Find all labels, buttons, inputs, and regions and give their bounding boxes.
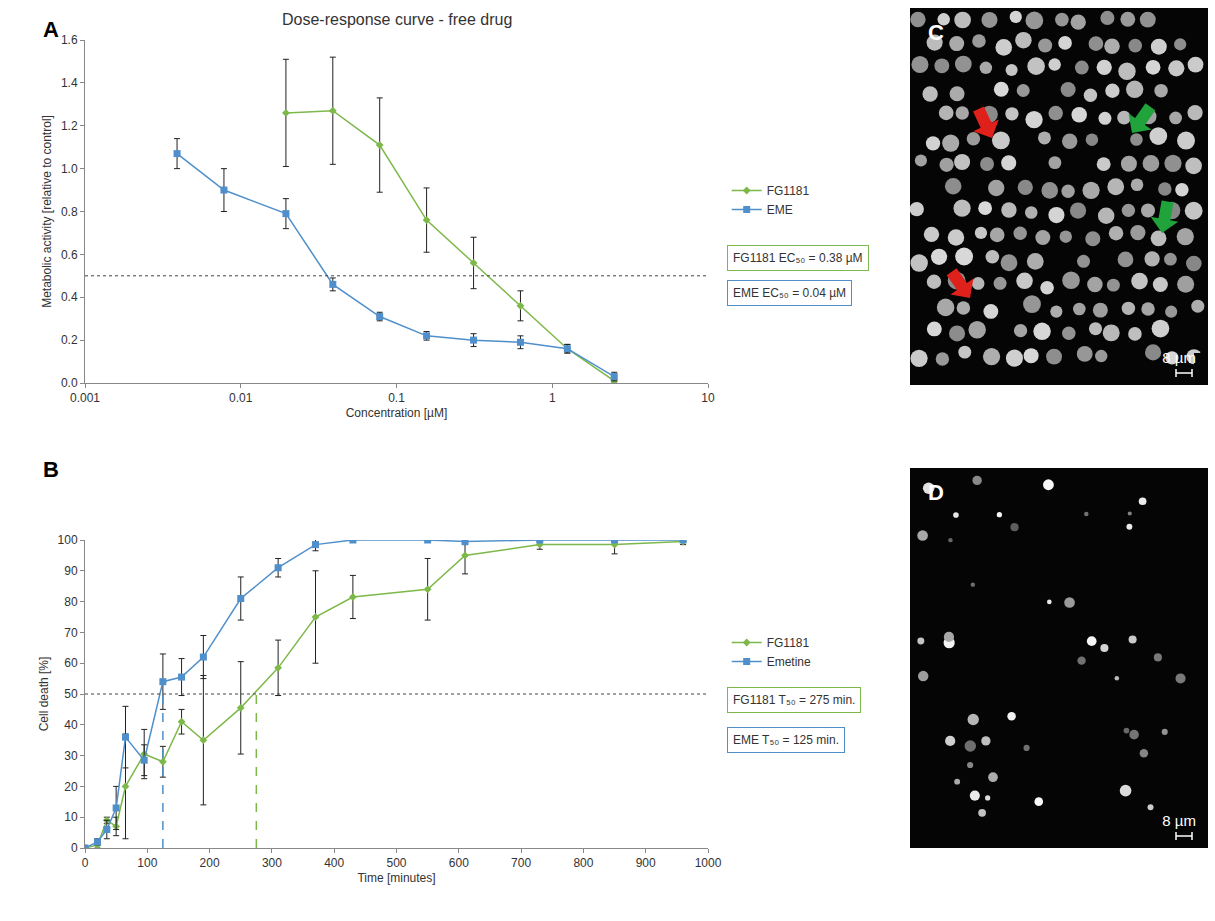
- svg-text:20: 20: [64, 780, 78, 794]
- svg-text:FG1181: FG1181: [767, 636, 810, 650]
- svg-text:70: 70: [64, 626, 78, 640]
- svg-text:0: 0: [71, 841, 78, 855]
- svg-text:200: 200: [200, 856, 220, 870]
- svg-text:EME T₅₀ = 125 min.: EME T₅₀ = 125 min.: [733, 733, 839, 747]
- svg-text:0.001: 0.001: [70, 391, 100, 405]
- svg-text:FG1181: FG1181: [767, 184, 810, 198]
- svg-text:Cell death [%]: Cell death [%]: [37, 657, 51, 732]
- svg-text:400: 400: [324, 856, 344, 870]
- svg-text:EME: EME: [767, 203, 793, 217]
- svg-text:0.6: 0.6: [61, 248, 78, 262]
- svg-text:40: 40: [64, 718, 78, 732]
- svg-text:EME EC₅₀ = 0.04 µM: EME EC₅₀ = 0.04 µM: [733, 286, 846, 300]
- svg-text:Concentration [µM]: Concentration [µM]: [346, 406, 448, 420]
- svg-text:0.4: 0.4: [61, 290, 78, 304]
- svg-text:FG1181 EC₅₀ = 0.38 µM: FG1181 EC₅₀ = 0.38 µM: [733, 251, 863, 265]
- svg-text:0.01: 0.01: [229, 391, 253, 405]
- svg-text:C: C: [928, 20, 944, 45]
- svg-text:0.1: 0.1: [388, 391, 405, 405]
- svg-text:1: 1: [549, 391, 556, 405]
- svg-text:A: A: [43, 17, 59, 42]
- svg-text:0: 0: [82, 856, 89, 870]
- svg-text:500: 500: [386, 856, 406, 870]
- svg-text:900: 900: [636, 856, 656, 870]
- svg-text:50: 50: [64, 687, 78, 701]
- svg-text:Metabolic activity [relative t: Metabolic activity [relative to control]: [40, 115, 54, 308]
- svg-text:1.6: 1.6: [61, 33, 78, 47]
- svg-text:10: 10: [64, 810, 78, 824]
- svg-text:Emetine: Emetine: [767, 655, 811, 669]
- svg-text:80: 80: [64, 595, 78, 609]
- svg-text:0.0: 0.0: [61, 376, 78, 390]
- svg-text:30: 30: [64, 749, 78, 763]
- svg-text:60: 60: [64, 656, 78, 670]
- svg-text:8 µm: 8 µm: [1162, 812, 1196, 829]
- svg-text:600: 600: [449, 856, 469, 870]
- svg-text:0.2: 0.2: [61, 333, 78, 347]
- svg-text:D: D: [928, 480, 944, 505]
- svg-text:1.0: 1.0: [61, 162, 78, 176]
- svg-text:100: 100: [58, 533, 78, 547]
- svg-text:10: 10: [701, 391, 715, 405]
- svg-text:FG1181 T₅₀ = 275 min.: FG1181 T₅₀ = 275 min.: [733, 693, 855, 707]
- svg-text:100: 100: [137, 856, 157, 870]
- svg-text:1000: 1000: [695, 856, 722, 870]
- svg-text:300: 300: [262, 856, 282, 870]
- svg-text:Time [minutes]: Time [minutes]: [357, 871, 435, 885]
- svg-text:Dose-response curve - free dru: Dose-response curve - free drug: [282, 11, 512, 28]
- svg-text:1.2: 1.2: [61, 119, 78, 133]
- svg-text:1.4: 1.4: [61, 76, 78, 90]
- svg-text:0.8: 0.8: [61, 205, 78, 219]
- svg-text:90: 90: [64, 564, 78, 578]
- svg-text:8 µm: 8 µm: [1162, 349, 1196, 366]
- svg-text:800: 800: [573, 856, 593, 870]
- svg-text:700: 700: [511, 856, 531, 870]
- svg-text:B: B: [43, 457, 59, 482]
